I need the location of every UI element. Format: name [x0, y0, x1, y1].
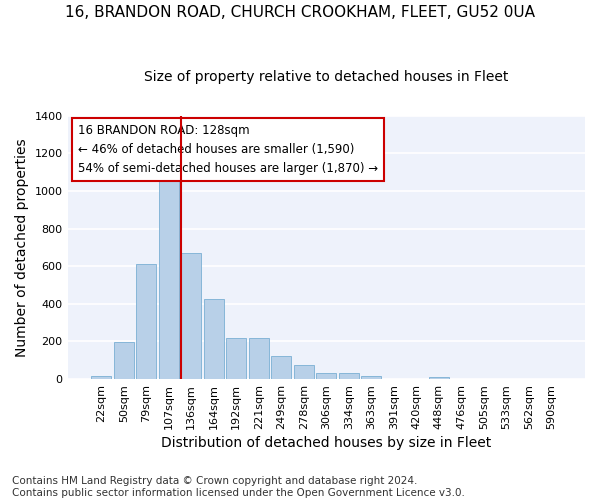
Title: Size of property relative to detached houses in Fleet: Size of property relative to detached ho…: [144, 70, 508, 84]
Bar: [271, 356, 292, 379]
Bar: [91, 376, 112, 379]
Bar: [338, 374, 359, 379]
Bar: [428, 377, 449, 379]
Bar: [203, 299, 224, 379]
Text: 16 BRANDON ROAD: 128sqm
← 46% of detached houses are smaller (1,590)
54% of semi: 16 BRANDON ROAD: 128sqm ← 46% of detache…: [78, 124, 378, 174]
Y-axis label: Number of detached properties: Number of detached properties: [15, 138, 29, 356]
Bar: [226, 338, 247, 379]
Bar: [316, 373, 337, 379]
Text: Contains HM Land Registry data © Crown copyright and database right 2024.
Contai: Contains HM Land Registry data © Crown c…: [12, 476, 465, 498]
X-axis label: Distribution of detached houses by size in Fleet: Distribution of detached houses by size …: [161, 436, 491, 450]
Bar: [181, 253, 202, 379]
Bar: [136, 264, 157, 379]
Bar: [361, 376, 382, 379]
Text: 16, BRANDON ROAD, CHURCH CROOKHAM, FLEET, GU52 0UA: 16, BRANDON ROAD, CHURCH CROOKHAM, FLEET…: [65, 5, 535, 20]
Bar: [113, 342, 134, 379]
Bar: [293, 365, 314, 379]
Bar: [158, 170, 179, 379]
Bar: [248, 338, 269, 379]
